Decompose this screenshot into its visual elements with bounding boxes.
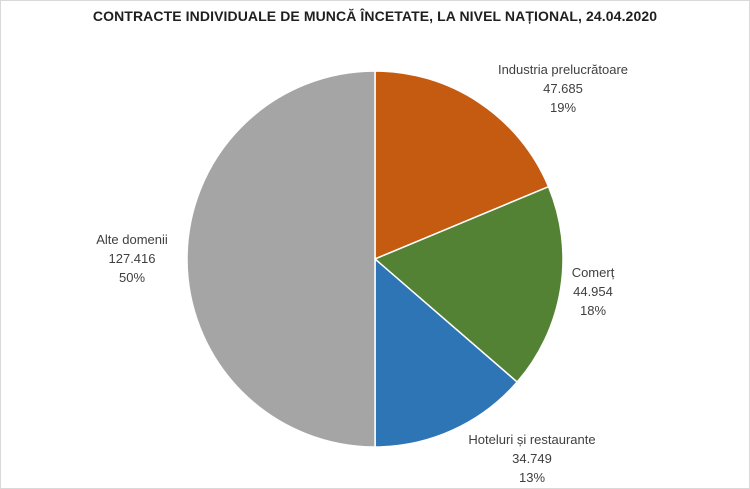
data-label-category-3: Hoteluri și restaurante	[468, 432, 595, 447]
data-label-value-2: 44.954	[573, 284, 613, 299]
pie-slices	[186, 70, 564, 448]
data-label-value-4: 127.416	[109, 251, 156, 266]
data-label-percent-4: 50%	[119, 270, 145, 285]
data-label-value-3: 34.749	[512, 451, 552, 466]
pie-slice-4	[186, 70, 376, 448]
pie-slice-3	[374, 257, 519, 448]
chart-title: CONTRACTE INDIVIDUALE DE MUNCĂ ÎNCETATE,…	[92, 8, 658, 24]
data-label-category-1: Industria prelucrătoare	[498, 62, 628, 77]
data-label-value-1: 47.685	[543, 81, 583, 96]
data-label-percent-2: 18%	[580, 303, 606, 318]
pie-slice-1	[374, 70, 550, 261]
data-label-category-2: Comerț	[572, 265, 615, 280]
pie-data-labels: Industria prelucrătoare 47.685 19% Comerț 44…	[96, 62, 628, 485]
data-label-category-4: Alte domenii	[96, 232, 168, 247]
pie-slice-2	[373, 185, 564, 384]
data-label-percent-3: 13%	[519, 470, 545, 485]
data-label-percent-1: 19%	[550, 100, 576, 115]
